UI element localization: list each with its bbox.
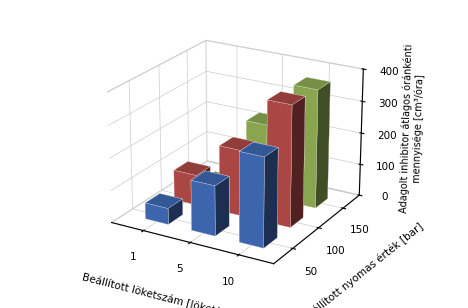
X-axis label: Beállított löketszám [löket/perc]: Beállított löketszám [löket/perc]: [81, 272, 246, 308]
Y-axis label: Beállított nyomas érték [bar]: Beállított nyomas érték [bar]: [300, 221, 425, 308]
